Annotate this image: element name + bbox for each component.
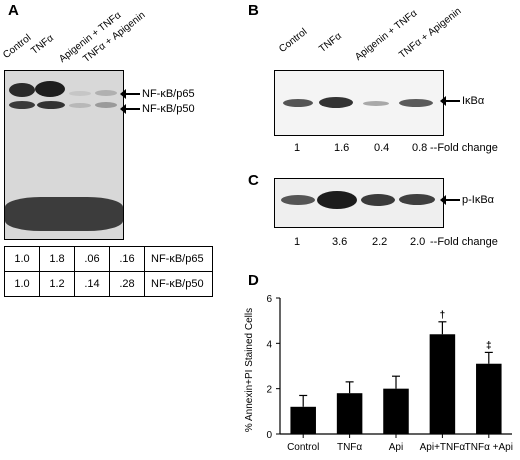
panel-a-letter: A — [8, 2, 19, 19]
arrow-label-p65: NF-κB/p65 — [120, 88, 195, 100]
x-tick-label: TNFα +Api — [465, 442, 513, 453]
table-row: 1.0 1.2 .14 .28 NF-κB/p50 — [4, 271, 213, 297]
band-label-pikba: p-IκBα — [462, 194, 495, 206]
y-tick-label: 2 — [266, 385, 272, 396]
bar — [336, 393, 363, 434]
x-tick-label: Control — [287, 442, 319, 453]
significance-marker: † — [440, 310, 446, 321]
left-arrow-icon — [440, 96, 460, 106]
table-cell: 1.8 — [39, 246, 75, 272]
panel-a-lane-label: TNFα — [29, 32, 56, 57]
panel-b-lane-label: TNFα — [317, 30, 344, 55]
table-cell: .28 — [109, 271, 145, 297]
band-pikba-api-tnf — [361, 194, 395, 206]
band-ikba-api-tnf — [363, 101, 389, 106]
x-tick-label: Api+TNFα — [420, 442, 466, 453]
table-row: 1.0 1.8 .06 .16 NF-κB/p65 — [4, 246, 213, 272]
table-cell: .14 — [74, 271, 110, 297]
x-tick-label: Api — [389, 442, 403, 453]
table-row-name: NF-κB/p50 — [144, 271, 213, 297]
band-p65-api-tnf — [69, 91, 91, 96]
bar — [383, 388, 409, 434]
band-p65-tnf — [35, 81, 65, 97]
band-p65-tnf-api — [95, 90, 117, 96]
band-p50-tnf-api — [95, 102, 117, 108]
band-pikba-tnf-api — [399, 194, 435, 205]
band-p50-api-tnf — [69, 103, 91, 108]
fold-value: 0.8 — [412, 142, 428, 154]
panel-b-letter: B — [248, 2, 259, 19]
band-ikba-tnf — [319, 97, 353, 108]
fold-value: 2.0 — [410, 236, 426, 248]
arrow-label-ikba: IκBα — [440, 95, 485, 107]
panel-a-emsa-blot — [4, 70, 124, 240]
table-cell: 1.0 — [4, 246, 40, 272]
panel-c-letter: C — [248, 172, 259, 189]
panel-b-fold-row: 1 1.6 0.4 0.8 --Fold change — [0, 142, 520, 156]
y-tick-label: 6 — [266, 294, 272, 305]
bar — [429, 334, 456, 434]
bar — [290, 406, 316, 434]
band-label-ikba: IκBα — [462, 95, 485, 107]
fold-suffix: --Fold change — [430, 236, 498, 248]
y-axis-label: % Annexin+PI Stained Cells — [244, 308, 255, 432]
y-tick-label: 0 — [266, 430, 272, 441]
fold-suffix: --Fold change — [430, 142, 498, 154]
table-row-name: NF-κB/p65 — [144, 246, 213, 272]
band-p50-control — [9, 101, 35, 109]
band-ikba-control — [283, 99, 313, 107]
y-tick-label: 4 — [266, 339, 272, 350]
table-cell: .16 — [109, 246, 145, 272]
x-tick-label: TNFα — [337, 442, 362, 453]
left-arrow-icon — [120, 89, 140, 99]
free-probe-band — [5, 197, 123, 231]
arrow-label-p50: NF-κB/p50 — [120, 103, 195, 115]
significance-marker: ‡ — [486, 340, 492, 351]
band-pikba-tnf — [317, 191, 357, 209]
bar — [476, 363, 502, 434]
fold-value: 1 — [294, 236, 301, 248]
panel-b-lane-label: Control — [277, 26, 310, 55]
table-cell: 1.2 — [39, 271, 75, 297]
band-label-p50: NF-κB/p50 — [142, 103, 195, 115]
table-cell: .06 — [74, 246, 110, 272]
band-label-p65: NF-κB/p65 — [142, 88, 195, 100]
panel-d-bar-chart: 0 2 4 6 % Annexin+PI Stained Cells Control TNF… — [244, 294, 513, 453]
panel-d-letter: D — [248, 272, 259, 289]
band-pikba-control — [281, 195, 315, 205]
arrow-label-pikba: p-IκBα — [440, 194, 495, 206]
left-arrow-icon — [120, 104, 140, 114]
band-p65-control — [9, 83, 35, 97]
band-ikba-tnf-api — [399, 99, 433, 107]
band-p50-tnf — [37, 101, 65, 109]
panel-a-quant-table: 1.0 1.8 .06 .16 NF-κB/p65 1.0 1.2 .14 .2… — [4, 246, 213, 297]
panel-a-lane-label: Control — [1, 32, 34, 61]
panel-c-western-blot — [274, 178, 444, 228]
fold-value: 1.6 — [334, 142, 350, 154]
panel-b-western-blot — [274, 70, 444, 136]
fold-value: 2.2 — [372, 236, 388, 248]
fold-value: 1 — [294, 142, 301, 154]
table-cell: 1.0 — [4, 271, 40, 297]
left-arrow-icon — [440, 195, 460, 205]
fold-value: 3.6 — [332, 236, 348, 248]
fold-value: 0.4 — [374, 142, 390, 154]
panel-c-fold-row: 1 3.6 2.2 2.0 --Fold change — [0, 236, 520, 250]
